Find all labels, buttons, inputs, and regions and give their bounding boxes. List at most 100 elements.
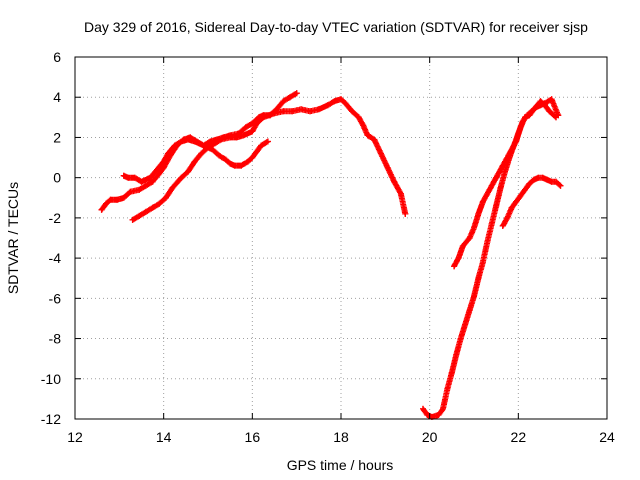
- data-point: [131, 174, 138, 181]
- data-point: [138, 178, 145, 185]
- data-point: [142, 208, 149, 215]
- data-point: [240, 132, 247, 139]
- y-tick-label: 0: [53, 170, 61, 186]
- y-axis-label: SDTVAR / TECUs: [5, 182, 21, 294]
- data-point: [546, 108, 553, 115]
- data-point: [435, 412, 442, 418]
- data-point: [142, 182, 149, 189]
- data-point: [233, 134, 240, 141]
- x-tick-label: 22: [511, 429, 527, 445]
- series-track-4: [420, 96, 562, 420]
- data-point: [249, 128, 256, 135]
- chart-title: Day 329 of 2016, Sidereal Day-to-day VTE…: [84, 19, 588, 35]
- data-point: [499, 222, 506, 229]
- x-tick-label: 18: [333, 429, 349, 445]
- data-point: [391, 178, 398, 185]
- data-point: [280, 98, 287, 105]
- y-tick-label: -12: [41, 411, 61, 427]
- data-point: [165, 150, 172, 157]
- series-markers: [98, 90, 300, 213]
- data-point: [466, 235, 473, 241]
- data-point: [149, 204, 156, 211]
- data-point: [526, 112, 533, 119]
- data-point: [475, 210, 482, 217]
- data-point: [541, 102, 548, 109]
- y-tick-label: -8: [49, 331, 62, 347]
- data-point: [377, 150, 384, 157]
- data-point: [149, 178, 156, 185]
- data-point: [227, 160, 234, 167]
- data-point: [548, 96, 555, 103]
- data-point: [253, 120, 260, 127]
- grid: [75, 57, 607, 419]
- data-point: [156, 200, 163, 207]
- x-tick-label: 16: [245, 429, 261, 445]
- series-markers: [129, 96, 409, 223]
- data-point: [171, 142, 178, 149]
- data-point: [517, 192, 524, 199]
- data-point: [506, 150, 513, 157]
- data-point: [200, 142, 207, 149]
- series-markers: [499, 174, 564, 229]
- data-point: [502, 168, 508, 175]
- data-point: [459, 243, 466, 249]
- data-point: [360, 122, 367, 129]
- data-point: [162, 194, 169, 201]
- data-point: [537, 98, 544, 105]
- data-point: [497, 184, 504, 191]
- data-point: [244, 158, 251, 165]
- data-point: [355, 114, 362, 121]
- data-point: [315, 106, 322, 113]
- data-point: [253, 148, 260, 155]
- data-point: [242, 124, 249, 131]
- data-point: [249, 154, 256, 161]
- y-tick-label: 6: [53, 49, 61, 65]
- y-tick-label: -4: [49, 250, 62, 266]
- series-track-1: [98, 90, 300, 213]
- data-point: [493, 202, 500, 209]
- data-point: [499, 162, 506, 169]
- series-track-6: [499, 174, 564, 229]
- data-point: [349, 108, 356, 115]
- data-point: [260, 114, 267, 121]
- data-point: [169, 184, 176, 191]
- data-point: [397, 190, 404, 197]
- data-point: [384, 164, 391, 171]
- data-series: [98, 90, 564, 420]
- data-point: [457, 335, 464, 342]
- y-tick-label: -2: [49, 210, 62, 226]
- series-markers: [420, 96, 562, 420]
- data-point: [191, 138, 198, 145]
- data-point: [205, 144, 211, 151]
- y-tick-label: 4: [53, 89, 61, 105]
- data-point: [103, 200, 109, 207]
- data-point: [455, 255, 462, 262]
- data-point: [185, 168, 192, 175]
- data-point: [258, 142, 265, 149]
- data-point: [513, 198, 520, 205]
- data-point: [238, 162, 245, 169]
- series-markers: [451, 98, 559, 270]
- data-point: [107, 196, 114, 203]
- data-point: [517, 124, 524, 131]
- data-point: [484, 239, 491, 245]
- data-point: [486, 186, 493, 193]
- x-tick-label: 20: [422, 429, 438, 445]
- data-point: [420, 405, 426, 412]
- data-point: [471, 224, 477, 231]
- data-point: [530, 106, 537, 113]
- data-point: [307, 108, 313, 115]
- data-point: [526, 180, 533, 187]
- data-point: [147, 174, 154, 181]
- data-point: [136, 186, 143, 193]
- data-point: [479, 259, 486, 266]
- data-point: [264, 138, 271, 145]
- data-point: [466, 307, 473, 314]
- data-point: [471, 293, 477, 300]
- data-point: [125, 174, 132, 181]
- data-point: [178, 138, 185, 145]
- data-point: [222, 156, 229, 163]
- data-point: [293, 90, 300, 97]
- data-point: [271, 110, 278, 117]
